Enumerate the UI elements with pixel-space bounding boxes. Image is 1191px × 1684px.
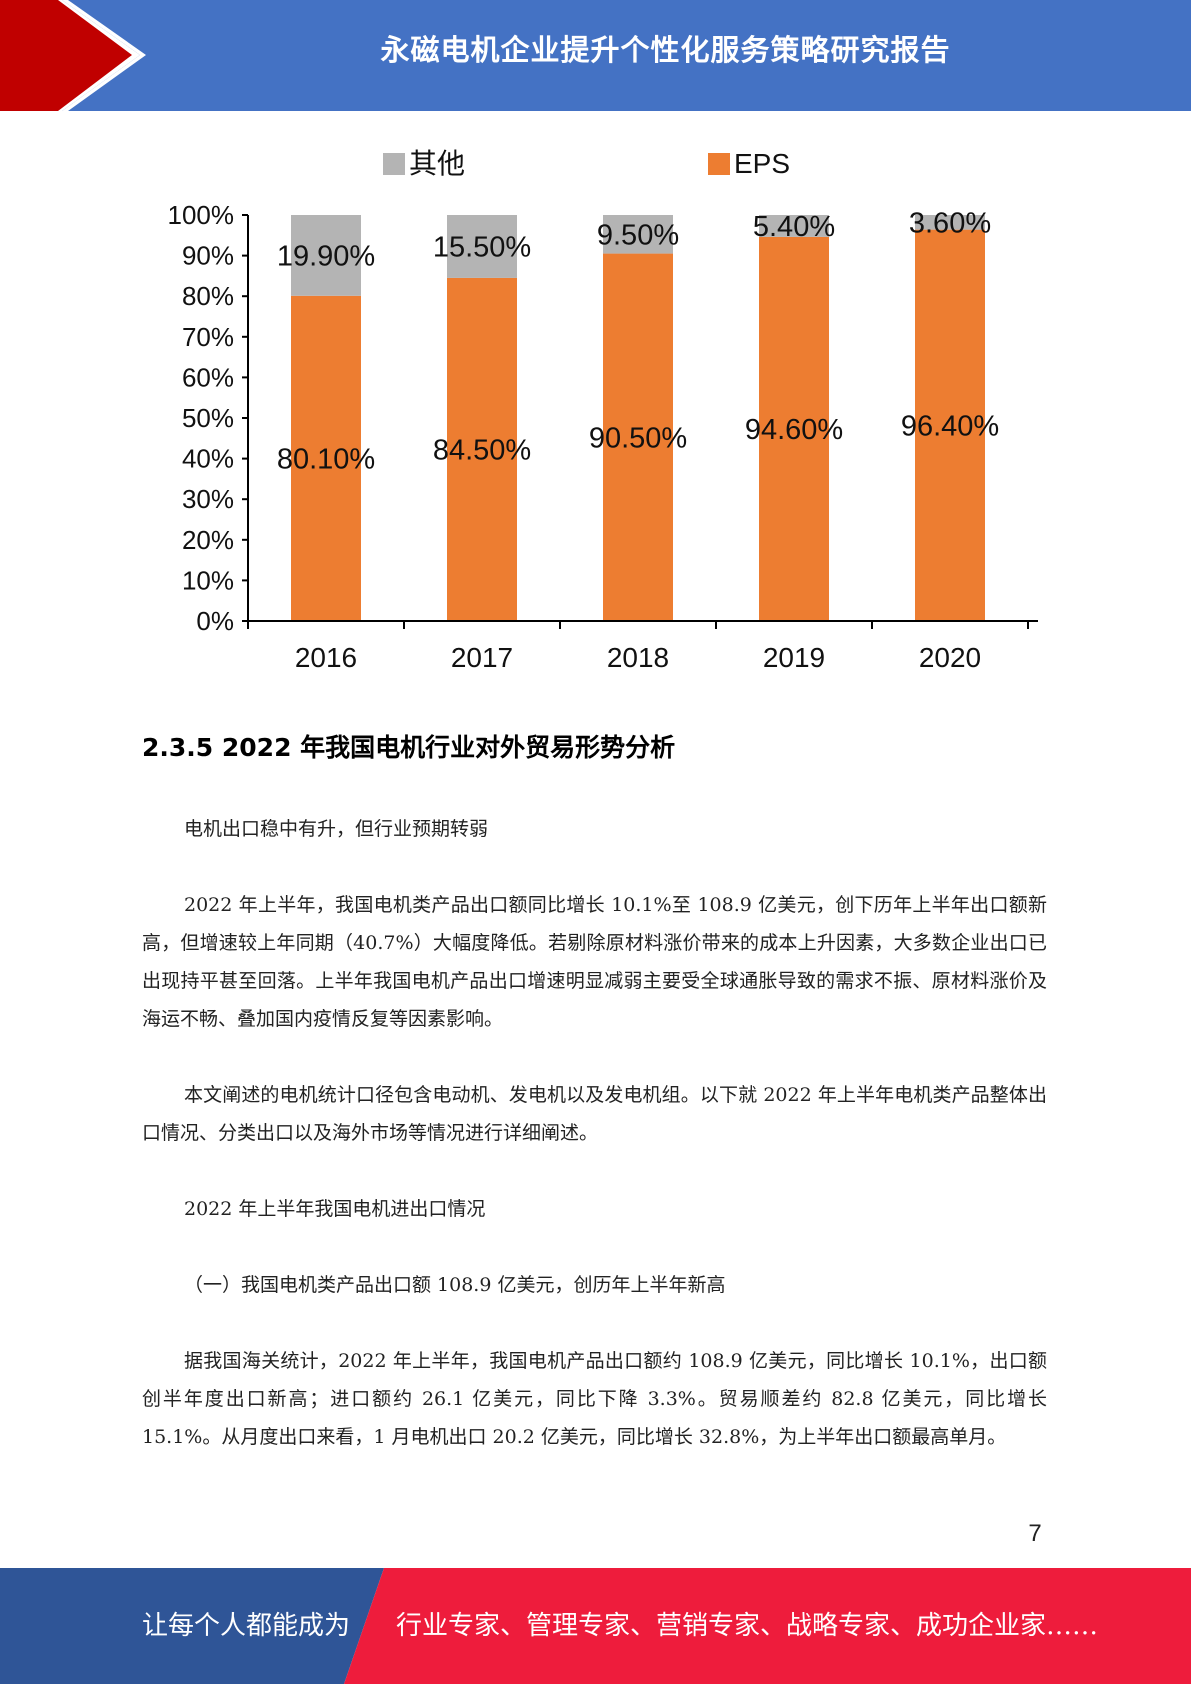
y-tick-label: 0% — [196, 606, 234, 636]
header-arrow-decoration — [0, 0, 146, 111]
paragraph-export-overview: 2022 年上半年，我国电机类产品出口额同比增长 10.1%至 108.9 亿美… — [142, 894, 1047, 1030]
footer-slogan-left: 让每个人都能成为 — [142, 1611, 351, 1641]
y-tick-label: 20% — [182, 525, 234, 555]
y-tick-label: 80% — [182, 281, 234, 311]
chart-bars: 80.10% 19.90% 84.50% 15.50% 90.50% 9.50% 94.60… — [277, 207, 999, 621]
x-tick-label-2019: 2019 — [763, 642, 825, 673]
page-number: 7 — [1028, 1520, 1042, 1547]
bar-eps-2019 — [759, 236, 829, 621]
y-tick-label: 40% — [182, 444, 234, 474]
section-heading: 2.3.5 2022 年我国电机行业对外贸易形势分析 — [142, 733, 676, 762]
y-tick-label: 50% — [182, 403, 234, 433]
bar-other-2018 — [603, 215, 673, 254]
bar-other-2020 — [915, 215, 985, 230]
y-tick-label: 30% — [182, 484, 234, 514]
y-tick-label: 10% — [182, 565, 234, 595]
paragraph-point-one: （一）我国电机类产品出口额 108.9 亿美元，创历年上半年新高 — [184, 1274, 726, 1296]
data-label-eps-2020: 96.40% — [901, 410, 999, 442]
y-tick-label: 70% — [182, 322, 234, 352]
x-tick-label-2018: 2018 — [607, 642, 669, 673]
bar-eps-2017 — [447, 277, 517, 621]
bar-eps-2018 — [603, 253, 673, 621]
y-axis: 0% 10% 20% 30% 40% 50% 60% 70% 80% 90% 100% — [168, 200, 249, 636]
legend-swatch-1 — [708, 153, 730, 175]
bar-other-2016 — [291, 215, 361, 296]
data-label-eps-2017: 84.50% — [433, 434, 531, 466]
y-tick-label: 90% — [182, 241, 234, 271]
x-tick-label-2017: 2017 — [451, 642, 513, 673]
page-footer: 让每个人都能成为 行业专家、管理专家、营销专家、战略专家、成功企业家…… — [0, 1568, 1191, 1684]
paragraph-subtitle: 电机出口稳中有升，但行业预期转弱 — [184, 818, 489, 840]
chart-legend: 其他 EPS — [383, 148, 790, 179]
data-label-eps-2018: 90.50% — [589, 422, 687, 454]
report-title: 永磁电机企业提升个性化服务策略研究报告 — [380, 33, 951, 67]
data-label-other-2019: 5.40% — [753, 211, 835, 243]
bar-eps-2016 — [291, 295, 361, 621]
y-tick-label: 60% — [182, 362, 234, 392]
data-label-other-2018: 9.50% — [597, 219, 679, 251]
footer-background — [0, 1568, 1191, 1684]
legend-label-0: 其他 — [409, 148, 465, 179]
data-label-eps-2019: 94.60% — [745, 414, 843, 446]
paragraph-scope: 本文阐述的电机统计口径包含电动机、发电机以及发电机组。以下就 2022 年上半年… — [142, 1084, 1047, 1144]
x-axis: 2016 2017 2018 2019 2020 — [247, 620, 1038, 673]
data-label-eps-2016: 80.10% — [277, 443, 375, 475]
x-tick-label-2016: 2016 — [295, 642, 357, 673]
page-header: 永磁电机企业提升个性化服务策略研究报告 — [0, 0, 1191, 111]
bar-other-2019 — [759, 215, 829, 237]
paragraph-subheading: 2022 年上半年我国电机进出口情况 — [184, 1198, 486, 1220]
bar-other-2017 — [447, 215, 517, 278]
stacked-bar-chart: 其他 EPS 0%10%20%30%40%50%60%70%80%90%100% … — [168, 148, 1038, 673]
data-label-other-2017: 15.50% — [433, 231, 531, 263]
data-label-other-2016: 19.90% — [277, 240, 375, 272]
bar-eps-2020 — [915, 229, 985, 621]
y-tick-label: 100% — [168, 200, 235, 230]
paragraph-customs-stats: 据我国海关统计，2022 年上半年，我国电机产品出口额约 108.9 亿美元，同… — [142, 1350, 1047, 1448]
legend-swatch-0 — [383, 153, 405, 175]
data-label-other-2020: 3.60% — [909, 207, 991, 239]
x-tick-label-2020: 2020 — [919, 642, 981, 673]
legend-label-1: EPS — [734, 148, 790, 179]
footer-slogan-right: 行业专家、管理专家、营销专家、战略专家、成功企业家…… — [396, 1611, 1099, 1641]
